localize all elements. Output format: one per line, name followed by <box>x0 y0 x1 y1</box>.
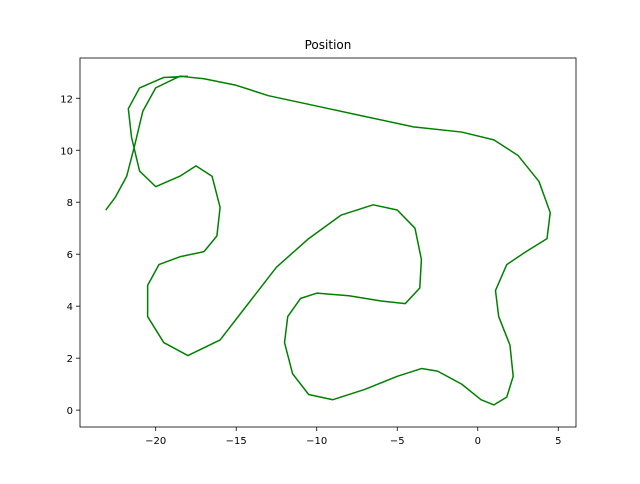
y-tick-label: 12 <box>60 94 73 105</box>
y-tick-label: 6 <box>67 250 73 261</box>
y-tick-label: 2 <box>67 354 73 365</box>
x-tick-label: 5 <box>555 436 561 447</box>
plot-frame <box>79 57 577 428</box>
y-tick-label: 10 <box>60 146 73 157</box>
chart-title: Position <box>305 38 352 52</box>
y-tick-label: 4 <box>67 302 73 313</box>
y-tick-label: 8 <box>67 198 73 209</box>
trajectory-line <box>105 75 551 406</box>
x-tick-label: 0 <box>475 436 481 447</box>
x-tick-label: −5 <box>390 436 405 447</box>
x-tick-label: −10 <box>306 436 327 447</box>
x-tick-label: −15 <box>226 436 247 447</box>
x-tick-label: −20 <box>145 436 166 447</box>
y-tick-label: 0 <box>67 406 73 417</box>
